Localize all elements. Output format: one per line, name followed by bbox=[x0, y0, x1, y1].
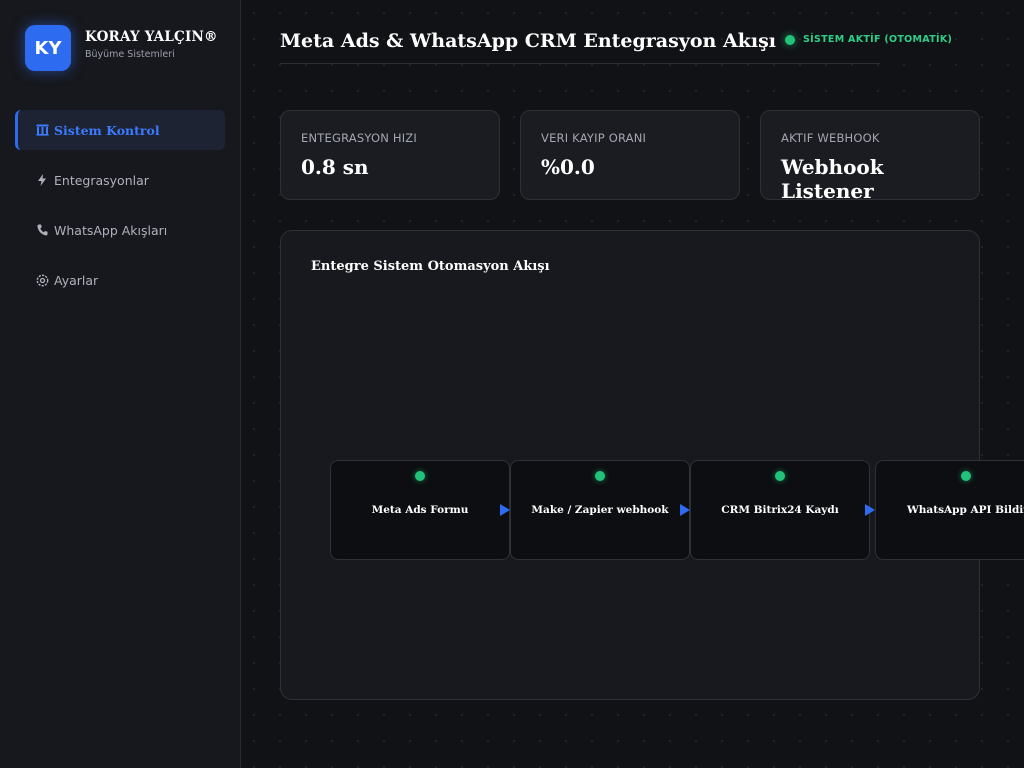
sidebar-item-label: Entegrasyonlar bbox=[54, 172, 149, 188]
flow-node-crm[interactable]: CRM Bitrix24 Kaydı bbox=[690, 460, 870, 560]
flow-arrow-icon bbox=[865, 504, 875, 516]
flow-node-label: Meta Ads Formu bbox=[371, 504, 469, 516]
sidebar-item-label: WhatsApp Akışları bbox=[54, 222, 168, 238]
sidebar-item-ayarlar[interactable]: Ayarlar bbox=[15, 260, 225, 300]
stat-card-loss-rate: VERI KAYIP ORANI %0.0 bbox=[520, 110, 740, 200]
sidebar-item-entegrasyonlar[interactable]: Entegrasyonlar bbox=[15, 160, 225, 200]
flow-node-webhook[interactable]: Make / Zapier webhook bbox=[510, 460, 690, 560]
node-status-dot-icon bbox=[595, 471, 605, 481]
sidebar-item-label: Ayarlar bbox=[54, 272, 99, 288]
sidebar-item-label: Sistem Kontrol bbox=[54, 122, 160, 138]
page-header: Meta Ads & WhatsApp CRM Entegrasyon Akış… bbox=[280, 28, 880, 64]
flow-node-meta-ads[interactable]: Meta Ads Formu bbox=[330, 460, 510, 560]
status-badge: SİSTEM AKTİF (OTOMATİK) bbox=[785, 34, 952, 45]
brand-logo[interactable]: KY bbox=[25, 25, 71, 71]
sidebar-item-sistem-kontrol[interactable]: Sistem Kontrol bbox=[15, 110, 225, 150]
phone-icon bbox=[35, 223, 49, 237]
sidebar-nav: Sistem Kontrol Entegrasyonlar WhatsApp A… bbox=[15, 110, 225, 310]
stat-card-speed: ENTEGRASYON HIZI 0.8 sn bbox=[280, 110, 500, 200]
stat-value: %0.0 bbox=[541, 155, 595, 179]
stat-label: ENTEGRASYON HIZI bbox=[301, 131, 417, 145]
flow-node-label: Make / Zapier webhook bbox=[531, 504, 669, 516]
stat-value: 0.8 sn bbox=[301, 155, 369, 179]
brand: KY KORAY YALÇIN® Büyüme Sistemleri bbox=[25, 25, 218, 71]
brand-text: KORAY YALÇIN® Büyüme Sistemleri bbox=[85, 29, 218, 60]
gear-icon bbox=[35, 273, 49, 287]
flow-node-whatsapp[interactable]: WhatsApp API Bildirimi bbox=[875, 460, 1024, 560]
page-title: Meta Ads & WhatsApp CRM Entegrasyon Akış… bbox=[280, 30, 776, 52]
node-status-dot-icon bbox=[775, 471, 785, 481]
stat-label: VERI KAYIP ORANI bbox=[541, 131, 647, 145]
flow-arrow-icon bbox=[500, 504, 510, 516]
stat-card-webhook: AKTIF WEBHOOK Webhook Listener bbox=[760, 110, 980, 203]
flow-panel-title: Entegre Sistem Otomasyon Akışı bbox=[311, 259, 550, 274]
node-status-dot-icon bbox=[961, 471, 971, 481]
brand-subtitle: Büyüme Sistemleri bbox=[85, 49, 175, 60]
node-status-dot-icon bbox=[415, 471, 425, 481]
status-text: SİSTEM AKTİF (OTOMATİK) bbox=[803, 34, 953, 45]
stat-value: Webhook Listener bbox=[781, 155, 884, 203]
stat-label: AKTIF WEBHOOK bbox=[781, 131, 880, 145]
building-icon bbox=[35, 123, 49, 137]
sidebar: KY KORAY YALÇIN® Büyüme Sistemleri Siste… bbox=[0, 0, 241, 768]
brand-name: KORAY YALÇIN® bbox=[85, 29, 218, 45]
status-dot-icon bbox=[785, 34, 795, 45]
flow-node-label: CRM Bitrix24 Kaydı bbox=[721, 504, 839, 516]
flow-node-label: WhatsApp API Bildirimi bbox=[907, 504, 1024, 516]
lightning-icon bbox=[35, 173, 49, 187]
main-content: Meta Ads & WhatsApp CRM Entegrasyon Akış… bbox=[241, 0, 1024, 768]
sidebar-item-whatsapp-akislari[interactable]: WhatsApp Akışları bbox=[15, 210, 225, 250]
flow-arrow-icon bbox=[680, 504, 690, 516]
